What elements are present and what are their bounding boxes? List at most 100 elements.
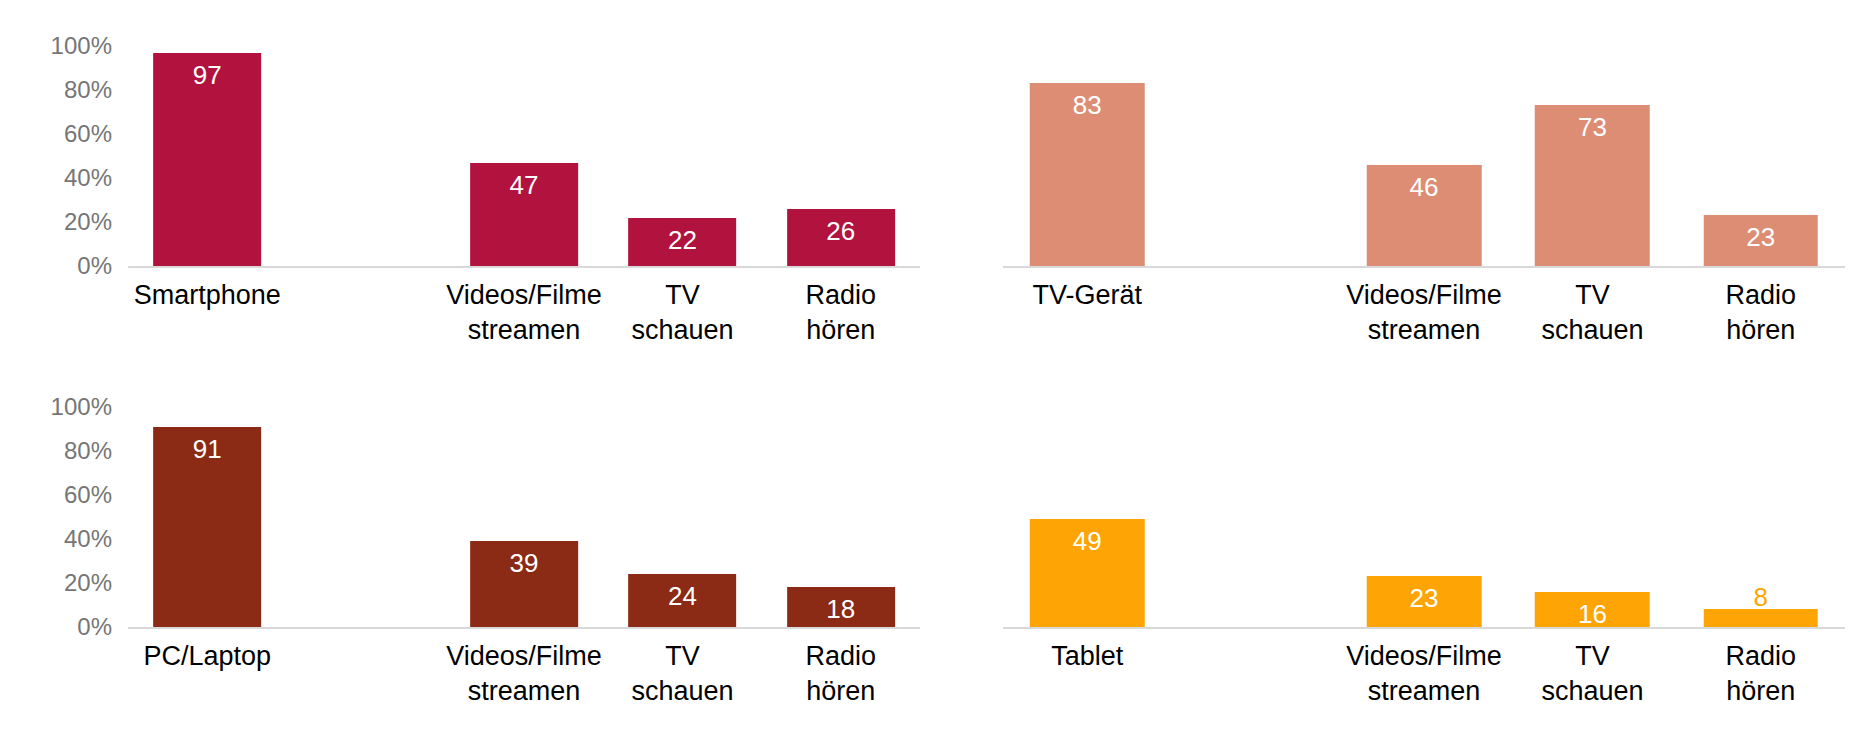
- category-label-videos-filme-streamen: Videos/Filme streamen: [1340, 278, 1508, 348]
- bar-videos-filme-streamen: 23: [1367, 576, 1482, 627]
- category-slot: Radio hören: [762, 278, 920, 348]
- category-slot: Radio hören: [1677, 639, 1845, 709]
- category-label-tv-geraet: TV-Gerät: [1003, 278, 1171, 313]
- bar-value-label: 16: [1535, 599, 1650, 630]
- bar-radio-hoeren: 8: [1704, 609, 1819, 627]
- category-slot: Videos/Filme streamen: [445, 278, 603, 348]
- bar-value-label: 73: [1535, 112, 1650, 143]
- y-axis-tick-label: 80%: [64, 76, 112, 104]
- category-slot: Videos/Filme streamen: [1340, 278, 1508, 348]
- category-label-videos-filme-streamen: Videos/Filme streamen: [445, 278, 603, 348]
- chart-tv-geraet: 83 46 73 23 TV-Gerät Videos/Filme streamenTV …: [930, 0, 1860, 368]
- bar-slot: 46: [1340, 46, 1508, 266]
- bar-tv-schauen: 16: [1535, 592, 1650, 627]
- bar-pc-laptop: 91: [153, 427, 261, 627]
- y-axis-tick-label: 100%: [51, 32, 112, 60]
- category-label-tv-schauen: TV schauen: [1508, 278, 1676, 348]
- category-label-radio-hoeren: Radio hören: [762, 639, 920, 709]
- bar-radio-hoeren: 23: [1704, 215, 1819, 266]
- category-slot: Videos/Filme streamen: [1340, 639, 1508, 709]
- category-label-tablet: Tablet: [1003, 639, 1171, 674]
- category-slot: TV schauen: [603, 278, 761, 348]
- category-label-radio-hoeren: Radio hören: [1677, 278, 1845, 348]
- bar-videos-filme-streamen: 39: [470, 541, 578, 627]
- bar-slot: 23: [1677, 46, 1845, 266]
- chart-smartphone: 100%80%60%40%20%0%97472226SmartphoneVide…: [0, 0, 930, 368]
- category-labels-row: PC/Laptop Videos/Filme streamenTV schauen…: [128, 639, 920, 709]
- bar-value-label: 97: [153, 60, 261, 91]
- chart-pc-laptop: 100%80%60%40%20%0%91392418PC/LaptopVideo…: [0, 368, 930, 736]
- category-label-videos-filme-streamen: Videos/Filme streamen: [445, 639, 603, 709]
- category-label-tv-schauen: TV schauen: [603, 639, 761, 709]
- bar-slot: 26: [762, 46, 920, 266]
- bar-slot: 24: [603, 407, 761, 627]
- bar-slot: [286, 46, 444, 266]
- bar-tv-schauen: 24: [629, 574, 737, 627]
- bar-slot: 22: [603, 46, 761, 266]
- bar-smartphone: 97: [153, 53, 261, 266]
- bar-slot: 8: [1677, 407, 1845, 627]
- category-slot: Smartphone: [128, 278, 286, 348]
- category-label-tv-schauen: TV schauen: [1508, 639, 1676, 709]
- bar-value-label: 18: [787, 594, 895, 625]
- category-slot: [1171, 639, 1339, 709]
- bar-value-label: 23: [1367, 583, 1482, 614]
- y-axis-tick-label: 40%: [64, 525, 112, 553]
- bar-slot: 83: [1003, 46, 1171, 266]
- bar-tv-schauen: 22: [629, 218, 737, 266]
- category-labels-row: Smartphone Videos/Filme streamenTV schaue…: [128, 278, 920, 348]
- bar-slot: 97: [128, 46, 286, 266]
- bar-radio-hoeren: 26: [787, 209, 895, 266]
- media-usage-charts-grid: 100% 80% 60% 40% 20% 0% 97 47 22 26 Smartphone Vide…: [0, 0, 1860, 736]
- bar-value-label: 22: [629, 225, 737, 256]
- category-slot: PC/Laptop: [128, 639, 286, 709]
- bar-tv-geraet: 83: [1030, 83, 1145, 266]
- bar-value-label: 23: [1704, 222, 1819, 253]
- category-slot: Tablet: [1003, 639, 1171, 709]
- category-slot: TV schauen: [1508, 278, 1676, 348]
- category-label-smartphone: Smartphone: [128, 278, 286, 313]
- chart-tablet: 49 23 16 8 Tablet Videos/Filme streamenTV sch…: [930, 368, 1860, 736]
- plot-area: 49 23 16 8: [1003, 407, 1845, 629]
- category-slot: Videos/Filme streamen: [445, 639, 603, 709]
- bar-tv-schauen: 73: [1535, 105, 1650, 266]
- bar-value-label: 91: [153, 434, 261, 465]
- category-slot: Radio hören: [1677, 278, 1845, 348]
- category-slot: [286, 639, 444, 709]
- bar-slot: 23: [1340, 407, 1508, 627]
- category-slot: TV schauen: [603, 639, 761, 709]
- category-slot: TV schauen: [1508, 639, 1676, 709]
- bar-radio-hoeren: 18: [787, 587, 895, 627]
- y-axis-tick-label: 0%: [77, 613, 112, 641]
- plot-area: 83 46 73 23: [1003, 46, 1845, 268]
- y-axis-tick-label: 100%: [51, 393, 112, 421]
- y-axis-tick-label: 60%: [64, 481, 112, 509]
- bar-slot: 49: [1003, 407, 1171, 627]
- plot-area: 91 39 24 18: [128, 407, 920, 629]
- y-axis-tick-label: 20%: [64, 208, 112, 236]
- bar-tablet: 49: [1030, 519, 1145, 627]
- bar-value-label: 83: [1030, 90, 1145, 121]
- bar-value-label: 46: [1367, 172, 1482, 203]
- y-axis: 100%80%60%40%20%0%: [0, 0, 112, 368]
- bar-slot: [1171, 46, 1339, 266]
- bar-value-label: 8: [1704, 582, 1819, 613]
- category-slot: Radio hören: [762, 639, 920, 709]
- plot-area: 97 47 22 26: [128, 46, 920, 268]
- bar-slot: 91: [128, 407, 286, 627]
- bar-slot: [286, 407, 444, 627]
- bar-value-label: 24: [629, 581, 737, 612]
- bar-value-label: 26: [787, 216, 895, 247]
- bar-slot: 47: [445, 46, 603, 266]
- category-label-videos-filme-streamen: Videos/Filme streamen: [1340, 639, 1508, 709]
- bar-slot: [1171, 407, 1339, 627]
- category-slot: [286, 278, 444, 348]
- bar-slot: 39: [445, 407, 603, 627]
- y-axis-tick-label: 60%: [64, 120, 112, 148]
- y-axis-tick-label: 80%: [64, 437, 112, 465]
- bar-slot: 18: [762, 407, 920, 627]
- category-slot: TV-Gerät: [1003, 278, 1171, 348]
- y-axis-tick-label: 40%: [64, 164, 112, 192]
- category-label-tv-schauen: TV schauen: [603, 278, 761, 348]
- bar-value-label: 49: [1030, 526, 1145, 557]
